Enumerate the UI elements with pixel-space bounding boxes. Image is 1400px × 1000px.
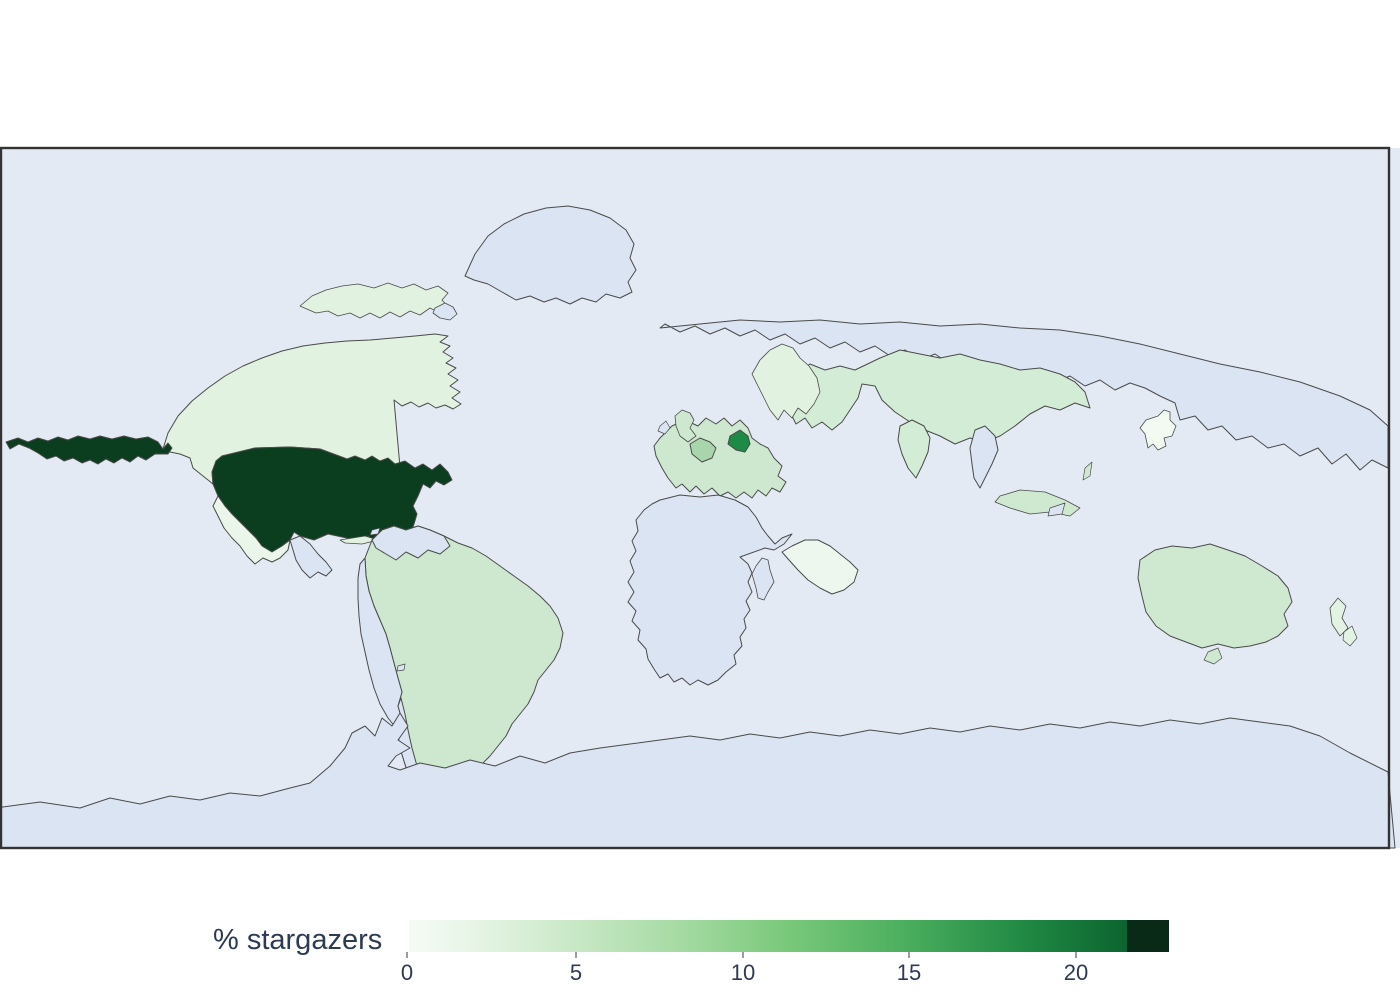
svg-text:15: 15 xyxy=(897,960,921,985)
svg-text:5: 5 xyxy=(570,960,582,985)
svg-text:0: 0 xyxy=(401,960,413,985)
svg-text:10: 10 xyxy=(731,960,755,985)
svg-text:20: 20 xyxy=(1064,960,1088,985)
svg-text:% stargazers: % stargazers xyxy=(213,924,382,956)
